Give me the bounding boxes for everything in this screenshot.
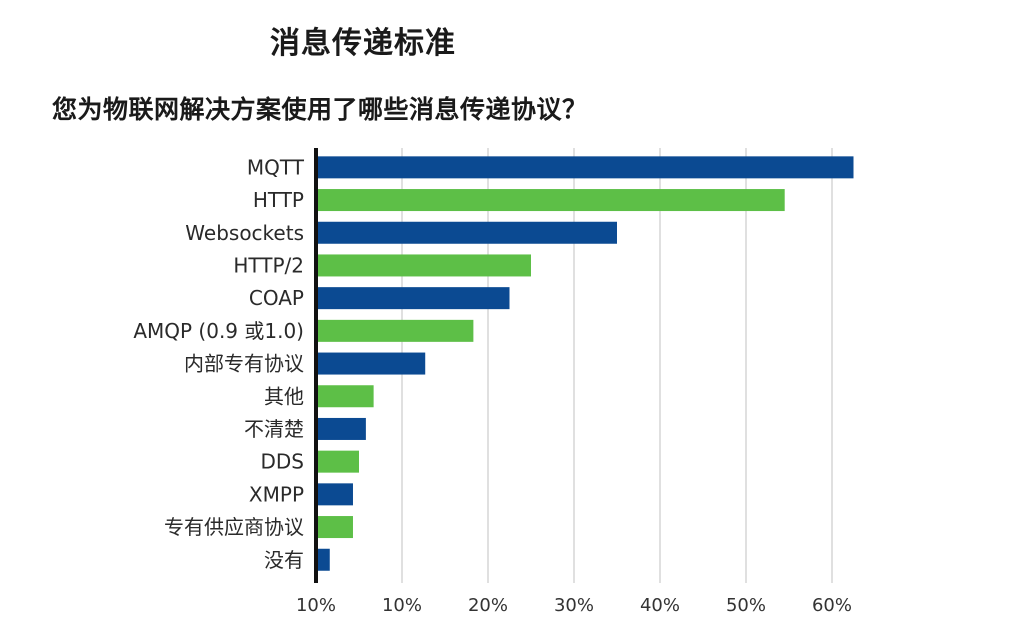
- category-label: HTTP: [253, 188, 304, 212]
- bar: [316, 516, 353, 539]
- bar: [316, 483, 353, 506]
- bar: [316, 221, 617, 244]
- bar: [316, 417, 366, 440]
- category-label: COAP: [249, 286, 304, 310]
- x-tick-label: 50%: [726, 595, 766, 616]
- x-tick-label: 20%: [468, 595, 508, 616]
- category-label: AMQP (0.9 或1.0): [133, 319, 304, 343]
- x-tick-label: 10%: [382, 595, 422, 616]
- category-label: 其他: [264, 384, 304, 408]
- bar: [316, 352, 426, 375]
- category-label: 没有: [264, 548, 304, 572]
- category-label: MQTT: [247, 155, 305, 179]
- chart-subtitle: 您为物联网解决方案使用了哪些消息传递协议？: [52, 95, 588, 124]
- category-label: HTTP/2: [233, 253, 304, 277]
- chart-title: 消息传递标准: [270, 26, 456, 61]
- bar: [316, 385, 374, 408]
- category-label: 专有供应商协议: [164, 515, 304, 539]
- category-label: Websockets: [185, 221, 304, 245]
- bar: [316, 548, 330, 571]
- category-label: 内部专有协议: [184, 352, 304, 376]
- bar: [316, 189, 785, 212]
- x-tick-label: 40%: [640, 595, 680, 616]
- bar: [316, 450, 359, 473]
- x-tick-label: 30%: [554, 595, 594, 616]
- bar: [316, 254, 531, 277]
- bar: [316, 319, 474, 342]
- bar: [316, 156, 854, 179]
- x-tick-label: 60%: [812, 595, 852, 616]
- category-label: XMPP: [249, 482, 304, 506]
- x-tick-label: 10%: [296, 595, 336, 616]
- bar: [316, 287, 510, 310]
- category-label: 不清楚: [244, 417, 304, 441]
- category-label: DDS: [261, 450, 305, 474]
